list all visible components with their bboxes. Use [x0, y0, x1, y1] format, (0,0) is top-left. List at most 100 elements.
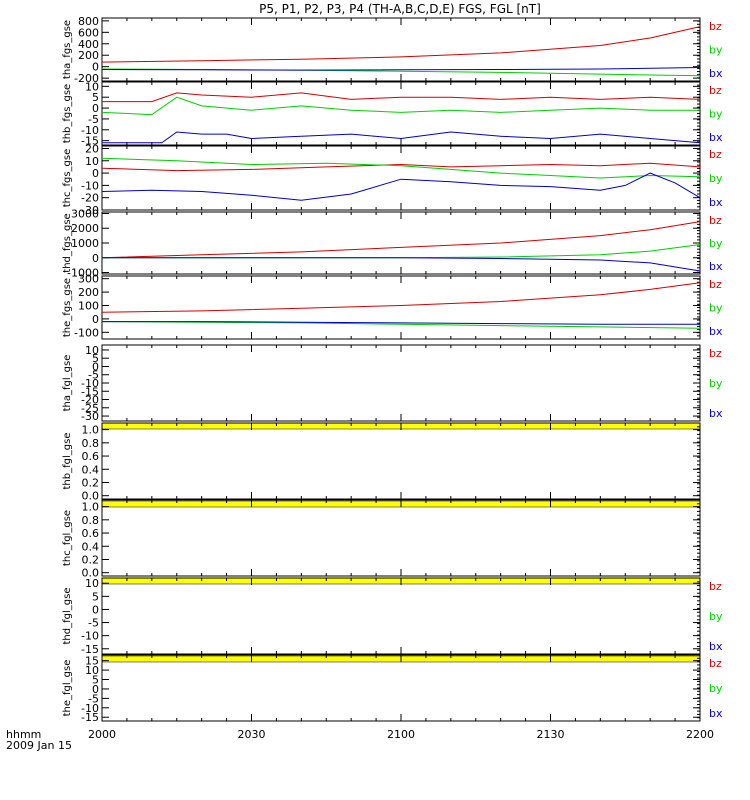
y-tick-label: 200 — [78, 49, 99, 62]
y-tick-label: -15 — [81, 135, 99, 148]
y-tick-label: -15 — [81, 711, 99, 724]
y-tick-label: 10 — [85, 344, 99, 357]
legend-bx: bx — [709, 67, 723, 80]
series-bx — [101, 67, 701, 71]
legend-bz: bz — [709, 580, 722, 593]
y-tick-label: 0 — [92, 61, 99, 74]
y-axis-label: the_fgs_gse — [62, 278, 73, 337]
y-tick-label: -10 — [81, 124, 99, 137]
y-tick-label: 3000 — [71, 207, 99, 220]
time-tick-label: 2030 — [238, 728, 266, 741]
y-axis-label: tha_fgs_gse — [62, 20, 73, 79]
legend-by: by — [709, 682, 723, 695]
y-tick-label: 2000 — [71, 222, 99, 235]
legend-by: by — [709, 172, 723, 185]
y-tick-label: 0 — [92, 313, 99, 326]
y-axis-label: thd_fgs_gse — [62, 213, 73, 272]
series-bx — [102, 321, 700, 325]
y-tick-label: 400 — [78, 38, 99, 51]
panel-thb_fgl_gse: 1.00.80.60.40.20.0 thb_fgl_gse — [62, 422, 701, 508]
time-axis-label-date: 2009 Jan 15 — [6, 739, 72, 752]
series-bx — [101, 172, 701, 201]
y-tick-label: 600 — [78, 26, 99, 39]
series-bz — [101, 282, 701, 313]
y-axis-label: thb_fgs_gse — [62, 84, 73, 143]
legend-by: by — [709, 610, 723, 623]
y-tick-label: 1000 — [71, 237, 99, 250]
y-tick-label: -10 — [81, 377, 99, 390]
time-tick-label: 2100 — [387, 728, 415, 741]
legend-by: by — [709, 237, 723, 250]
y-tick-label: -10 — [81, 179, 99, 192]
legend-by: by — [709, 302, 723, 315]
series-by — [102, 244, 701, 259]
legend-bx: bx — [709, 131, 723, 144]
y-tick-label: 200 — [78, 286, 99, 299]
y-tick-label: 5 — [92, 674, 99, 687]
y-tick-label: 100 — [78, 299, 99, 312]
y-tick-label: 0 — [92, 603, 99, 616]
y-tick-label: 1.0 — [82, 424, 100, 437]
y-tick-label: 10 — [85, 80, 99, 93]
y-tick-label: -30 — [81, 410, 99, 423]
y-axis-label: thc_fgl_gse — [62, 510, 73, 566]
panel-frame — [101, 422, 701, 500]
legend-by: by — [709, 108, 723, 121]
y-tick-label: 5 — [92, 91, 99, 104]
legend-bx: bx — [709, 640, 723, 653]
y-tick-label: -5 — [88, 113, 99, 126]
y-tick-label: -5 — [88, 369, 99, 382]
legend-bz: bz — [709, 84, 722, 97]
y-tick-label: -15 — [81, 643, 99, 656]
legend-bx: bx — [709, 260, 723, 273]
series-by — [101, 321, 701, 329]
y-tick-label: 0.4 — [82, 463, 100, 476]
panel-frame — [101, 145, 701, 211]
y-tick-label: -5 — [88, 692, 99, 705]
y-tick-label: 0.2 — [82, 553, 100, 566]
y-tick-label: 0.0 — [82, 490, 100, 503]
time-tick-label: 2200 — [686, 728, 714, 741]
plot-title: P5, P1, P2, P3, P4 (TH-A,B,C,D,E) FGS, F… — [259, 2, 541, 16]
legend-bz: bz — [709, 347, 722, 360]
y-tick-label: 0.2 — [82, 476, 100, 489]
legend-bz: bz — [709, 20, 722, 33]
y-tick-label: -200 — [74, 72, 99, 85]
panel-frame — [101, 344, 701, 422]
panel-frame — [101, 654, 701, 722]
y-tick-label: 10 — [85, 577, 99, 590]
legend-bx: bx — [709, 325, 723, 338]
legend-bz: bz — [709, 278, 722, 291]
panel-frame — [101, 81, 701, 146]
y-axis-label: tha_fgl_gse — [62, 355, 73, 412]
y-axis-label: the_fgl_gse — [62, 660, 73, 717]
y-axis-label: thd_fgl_gse — [62, 588, 73, 645]
y-tick-label: -10 — [81, 702, 99, 715]
y-tick-label: -10 — [81, 630, 99, 643]
y-tick-label: 10 — [85, 664, 99, 677]
y-tick-label: 0.0 — [82, 567, 100, 580]
legend-bz: bz — [709, 214, 722, 227]
y-tick-label: 0.8 — [82, 514, 100, 527]
y-axis-label: thc_fgs_gse — [62, 149, 73, 208]
y-tick-label: 0 — [92, 683, 99, 696]
legend-bz: bz — [709, 148, 722, 161]
y-tick-label: -100 — [74, 326, 99, 339]
y-tick-label: 0.4 — [82, 540, 100, 553]
y-tick-label: 1.0 — [82, 501, 100, 514]
series-bz — [101, 162, 701, 172]
y-tick-label: 0 — [92, 252, 99, 265]
y-tick-label: 0.8 — [82, 437, 100, 450]
legend-bx: bx — [709, 407, 723, 420]
y-tick-label: 5 — [92, 590, 99, 603]
series-bz — [101, 221, 701, 259]
series-by — [101, 157, 701, 179]
